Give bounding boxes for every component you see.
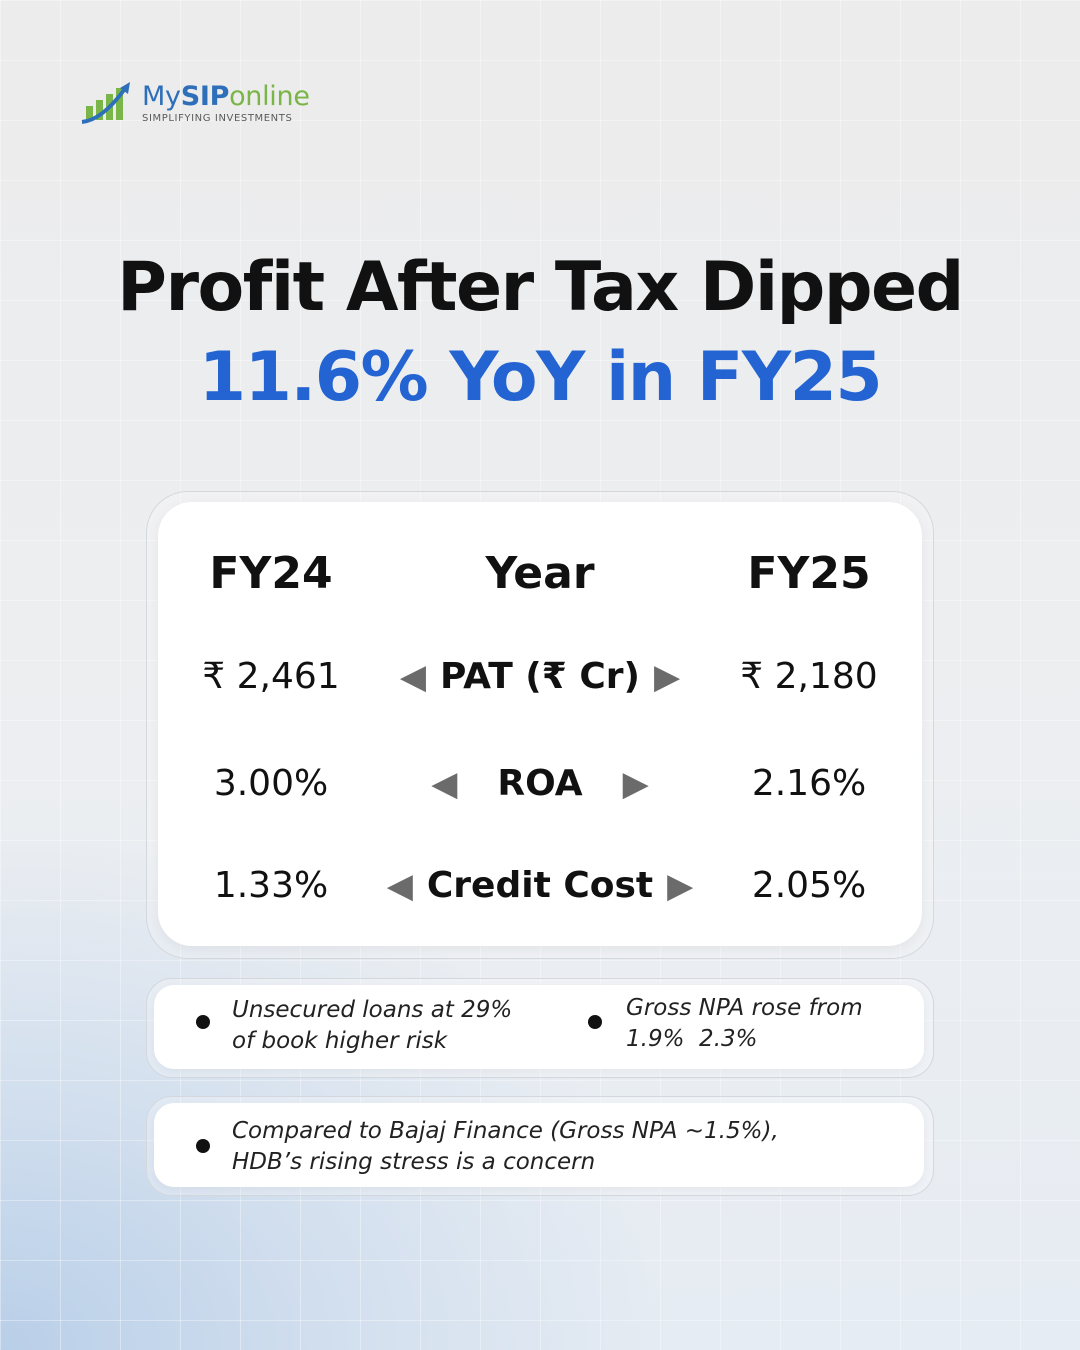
chevron-right-icon: ▶ — [653, 657, 681, 697]
headline-line-2: 11.6% YoY in FY25 — [198, 338, 883, 417]
header-fy24: FY24 — [209, 548, 333, 599]
bullet-icon — [588, 1015, 602, 1029]
bullet-icon — [196, 1015, 210, 1029]
table-row: 3.00% ◀ ROA ▶ 2.16% — [158, 754, 922, 814]
metric-cell: ◀ ROA ▶ — [364, 754, 716, 814]
chevron-left-icon: ◀ — [399, 657, 427, 697]
fy25-value: 2.05% — [751, 865, 867, 906]
chevron-right-icon: ▶ — [667, 866, 694, 906]
comparison-card: FY24 Year FY25 ₹ 2,461 ◀ PAT (₹ Cr) ▶ ₹ 2,… — [158, 502, 922, 946]
notes-box-1: Unsecured loans at 29% of book higher ri… — [154, 985, 924, 1069]
fy25-value: ₹ 2,180 — [740, 656, 878, 697]
note-gross-npa: Gross NPA rose from 1.9% 2.3% — [626, 995, 863, 1052]
fy24-value: 3.00% — [213, 763, 329, 804]
header-year: Year — [485, 548, 595, 599]
metric-cell: ◀ PAT (₹ Cr) ▶ — [364, 647, 716, 707]
bar-chart-arrow-icon — [81, 82, 130, 124]
metric-label: Credit Cost — [426, 865, 654, 906]
table-row: ₹ 2,461 ◀ PAT (₹ Cr) ▶ ₹ 2,180 — [158, 647, 922, 707]
chevron-left-icon: ◀ — [386, 866, 413, 906]
note-bajaj-comparison: Compared to Bajaj Finance (Gross NPA ~1.… — [232, 1118, 779, 1175]
table-header-row: FY24 Year FY25 — [158, 544, 922, 604]
brand-tagline: SIMPLIFYING INVESTMENTS — [142, 112, 293, 124]
table-row: 1.33% ◀ Credit Cost ▶ 2.05% — [158, 856, 922, 916]
metric-label: PAT (₹ Cr) — [440, 656, 640, 697]
fy24-value: 1.33% — [213, 865, 329, 906]
brand-logo: MySIPonline SIMPLIFYING INVESTMENTS — [80, 80, 310, 126]
chevron-right-icon: ▶ — [622, 764, 649, 804]
metric-cell: ◀ Credit Cost ▶ — [364, 856, 716, 916]
note-unsecured-loans: Unsecured loans at 29% of book higher ri… — [232, 997, 513, 1054]
brand-name: MySIPonline — [142, 80, 310, 112]
bullet-icon — [196, 1139, 210, 1153]
notes-box-2: Compared to Bajaj Finance (Gross NPA ~1.… — [154, 1103, 924, 1187]
header-fy25: FY25 — [747, 548, 871, 599]
headline-line-1: Profit After Tax Dipped — [117, 248, 964, 327]
metric-label: ROA — [497, 763, 583, 804]
fy24-value: ₹ 2,461 — [202, 656, 340, 697]
chevron-left-icon: ◀ — [431, 764, 458, 804]
fy25-value: 2.16% — [751, 763, 867, 804]
